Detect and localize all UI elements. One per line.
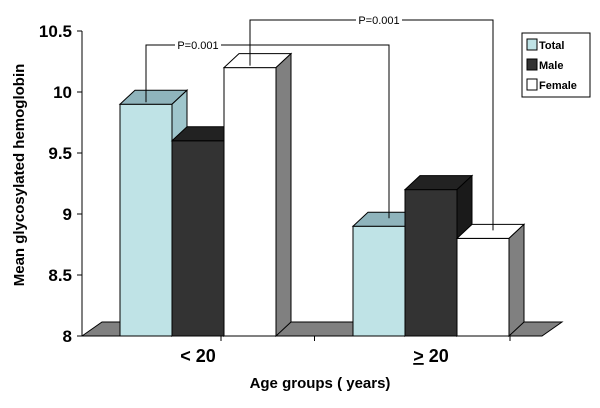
y-tick-label: 10.5 xyxy=(39,22,72,41)
bar-female-group-2 xyxy=(455,223,526,338)
p-value-label: P=0.001 xyxy=(358,15,399,27)
y-axis-label: Mean glycosylated hemoglobin xyxy=(11,64,28,287)
legend-item-total: Total xyxy=(526,38,564,52)
legend: Total Male Female xyxy=(521,32,591,98)
y-tick-label: 9.5 xyxy=(48,144,72,163)
y-tick-label: 10 xyxy=(53,83,72,102)
legend-item-female: Female xyxy=(526,78,577,92)
y-tick-label: 8 xyxy=(63,327,72,346)
p-value-label: P=0.001 xyxy=(177,40,218,52)
x-axis-label: Age groups ( years) xyxy=(250,375,391,392)
y-tick-label: 8.5 xyxy=(48,266,72,285)
legend-label: Total xyxy=(539,40,564,52)
legend-label: Female xyxy=(539,80,577,92)
legend-item-male: Male xyxy=(526,58,563,72)
legend-label: Male xyxy=(539,60,563,72)
bar-female-group-1 xyxy=(222,52,293,338)
y-tick-label: 9 xyxy=(63,205,72,224)
p-value-bracket-1 xyxy=(145,44,390,219)
x-tick-label: > 20 xyxy=(413,346,449,366)
x-tick-label: < 20 xyxy=(180,346,216,366)
